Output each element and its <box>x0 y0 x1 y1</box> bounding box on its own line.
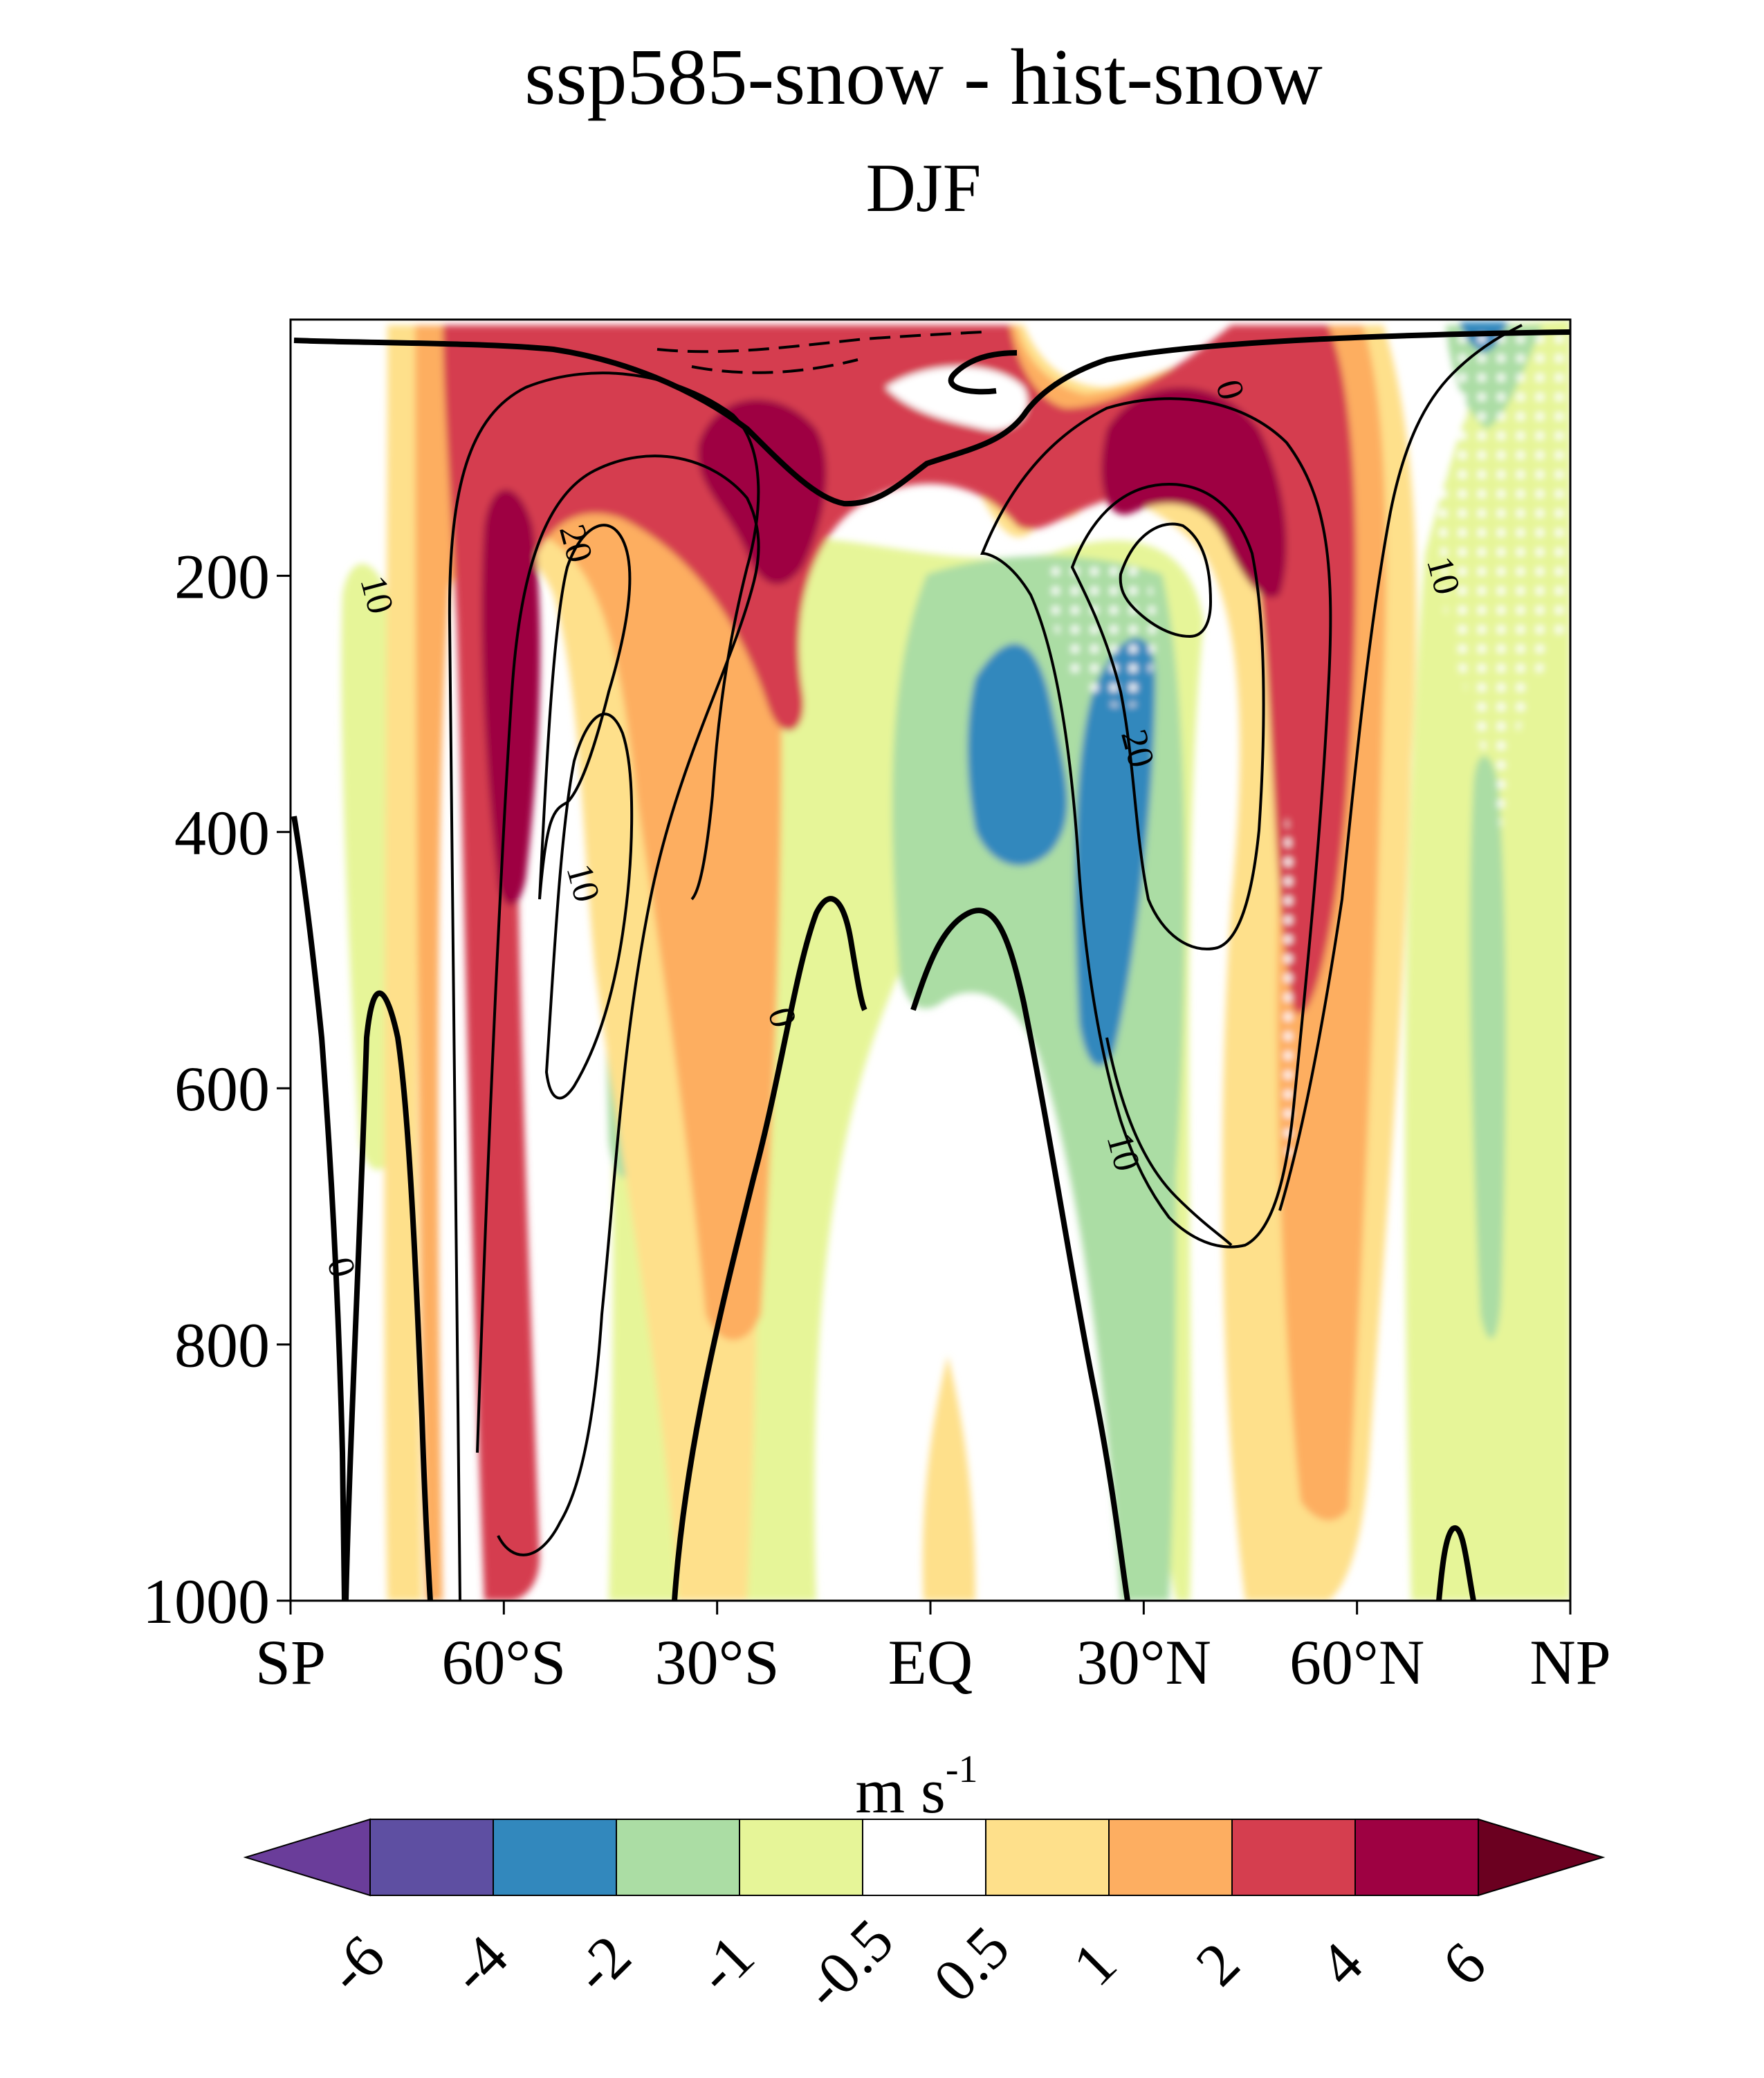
colorbar-units-sup: -1 <box>946 1748 978 1791</box>
colorbar-label: 1 <box>1060 1930 1130 1999</box>
shade-neg-strong-1 <box>967 643 1068 866</box>
contour-zero-np <box>1436 1525 1476 1601</box>
colorbar-label: -2 <box>561 1923 644 2006</box>
y-axis: 200 400 600 800 1000 <box>143 541 291 1637</box>
colorbar-label: 0.5 <box>921 1914 1022 2015</box>
shade-pos-vstrong-mid <box>697 399 827 585</box>
colorbar-units: m s-1 <box>855 1748 977 1826</box>
x-tick-label: SP <box>255 1627 326 1698</box>
contour-zero-eqsh <box>672 896 867 1601</box>
x-tick-label: NP <box>1529 1627 1611 1698</box>
x-axis: SP 60°S 30°S EQ 30°N 60°N NP <box>255 1601 1611 1698</box>
contour-20-sh <box>476 454 760 1556</box>
contour-dashed-top <box>656 331 983 353</box>
colorbar-extend-low <box>243 1818 371 1897</box>
shade-neg-light-sh <box>341 564 397 1170</box>
y-tick-label: 200 <box>174 541 270 612</box>
shade-neg-strong-2 <box>1075 638 1155 1066</box>
y-tick-label: 400 <box>174 798 270 868</box>
contour-10-nhtail <box>1278 324 1523 1211</box>
contour-zero-sp <box>343 990 433 1601</box>
colorbar-box <box>1231 1819 1356 1896</box>
colorbar-label: -1 <box>684 1923 767 2006</box>
contour-lines <box>291 324 1570 1601</box>
x-tick-label: 60°N <box>1289 1627 1424 1698</box>
colorbar-label: 6 <box>1430 1930 1499 1999</box>
chart-title: ssp585-snow - hist-snow <box>524 33 1323 122</box>
colorbar-box <box>616 1819 740 1896</box>
y-tick-label: 600 <box>174 1054 270 1124</box>
x-tick-label: 60°S <box>441 1627 566 1698</box>
shade-pos-light-eq <box>922 1356 975 1601</box>
contour-zero-eqnh <box>910 908 1130 1601</box>
colorbar-label: -6 <box>315 1923 398 2006</box>
y-tick-label: 1000 <box>143 1566 270 1637</box>
shade-pos-mid <box>415 325 1386 1601</box>
y-tick-label: 800 <box>174 1310 270 1381</box>
colorbar-label: -0.5 <box>791 1906 906 2022</box>
colorbar: m s-1 -6 -4 -2 -1 -0.5 0.5 1 2 4 6 <box>243 1748 1606 2022</box>
colorbar-box <box>1354 1819 1479 1896</box>
shading-field <box>341 320 1570 1601</box>
colorbar-box <box>493 1819 617 1896</box>
stipple-nh <box>1425 325 1570 830</box>
x-tick-label: 30°S <box>655 1627 780 1698</box>
contour-zero-sp2 <box>291 816 347 1601</box>
contour-10-nhlow <box>1105 1037 1233 1247</box>
shade-pos-vstrong-nh <box>1101 387 1287 598</box>
colorbar-box <box>1108 1819 1233 1896</box>
colorbar-box <box>369 1819 494 1896</box>
contour-40-sh <box>544 712 634 1100</box>
shade-neg-mid-nh <box>1469 755 1506 1339</box>
contour-zero-loop <box>948 350 1018 395</box>
x-tick-label: 30°N <box>1076 1627 1211 1698</box>
colorbar-extend-high <box>1478 1818 1606 1897</box>
contour-10-sh <box>448 371 760 1601</box>
contour-30-nh <box>1119 522 1213 638</box>
shade-zero-band-top <box>885 367 1028 430</box>
contour-10-nh <box>980 397 1332 1249</box>
contour-20-nh <box>1070 482 1265 950</box>
x-tick-label: EQ <box>888 1627 973 1698</box>
colorbar-label: -4 <box>438 1923 521 2006</box>
colorbar-label: 4 <box>1307 1930 1376 1999</box>
chart-subtitle: DJF <box>866 149 982 226</box>
colorbar-box <box>862 1819 986 1896</box>
colorbar-box <box>985 1819 1110 1896</box>
contour-zero-top <box>293 329 1570 507</box>
colorbar-label: 2 <box>1184 1930 1253 1999</box>
colorbar-box <box>739 1819 863 1896</box>
